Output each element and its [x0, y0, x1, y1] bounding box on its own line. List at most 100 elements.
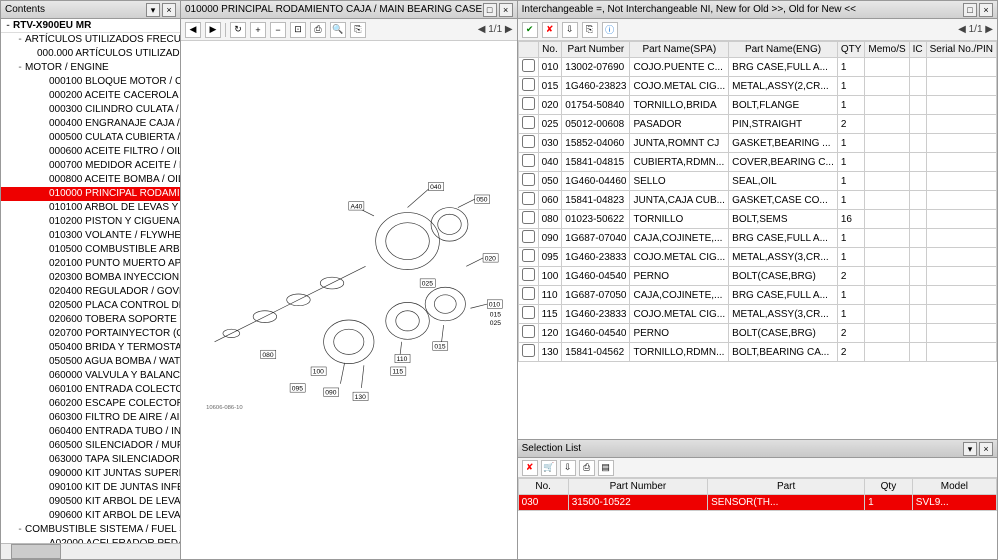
row-check[interactable] [522, 230, 535, 243]
info-btn[interactable]: ⓘ [602, 22, 618, 38]
tree-item[interactable]: 000200 ACEITE CACEROLA / OIL PAN [1, 89, 180, 103]
zoom-in-btn[interactable]: + [250, 22, 266, 38]
print-btn[interactable]: ⎙ [310, 22, 326, 38]
parts-col-3[interactable]: Part Name(SPA) [630, 42, 729, 58]
parts-row[interactable]: 0151G460-23823COJO.METAL CIG...METAL,ASS… [518, 77, 996, 96]
tree-item[interactable]: 000500 CULATA CUBIERTA / HEAD COVE [1, 131, 180, 145]
tree-item[interactable]: 050500 AGUA BOMBA / WATER PUMP [1, 355, 180, 369]
tree-item[interactable]: 060000 VALVULA Y BALANCIN BRAZO / V [1, 369, 180, 383]
tree-item[interactable]: -COMBUSTIBLE SISTEMA / FUEL SYSTEM [1, 523, 180, 537]
tree-item[interactable]: -ARTÍCULOS UTILIZADOS FRECUENTEMENTE [1, 33, 180, 47]
sel-row[interactable]: 03031500-10522SENSOR(TH...1SVL9... [518, 495, 996, 511]
tree-item[interactable]: 090500 KIT ARBOL DE LEVAS 1 [OPCION [1, 495, 180, 509]
row-check[interactable] [522, 154, 535, 167]
sel-col-2[interactable]: Part [708, 479, 865, 495]
parts-row[interactable]: 06015841-04823JUNTA,CAJA CUB...GASKET,CA… [518, 191, 996, 210]
row-check[interactable] [522, 59, 535, 72]
tree-item[interactable]: 060100 ENTRADA COLECTOR / INLET M [1, 383, 180, 397]
minimize-btn[interactable]: □ [483, 3, 497, 17]
parts-row[interactable]: 02001754-50840TORNILLO,BRIDABOLT,FLANGE1 [518, 96, 996, 115]
tree-item[interactable]: -MOTOR / ENGINE [1, 61, 180, 75]
tree-item[interactable]: 090100 KIT DE JUNTAS INFERIOR / LOW [1, 481, 180, 495]
sel-export-btn[interactable]: ⇩ [560, 460, 576, 476]
parts-row[interactable]: 13015841-04562TORNILLO,RDMN...BOLT,BEARI… [518, 343, 996, 362]
h-scrollbar[interactable] [1, 543, 180, 559]
parts-col-8[interactable]: Serial No./PIN [926, 42, 996, 58]
row-check[interactable] [522, 135, 535, 148]
parts-row[interactable]: 03015852-04060JUNTA,ROMNT CJGASKET,BEARI… [518, 134, 996, 153]
parts-col-1[interactable]: No. [538, 42, 562, 58]
sel-pin-btn[interactable]: ▾ [963, 442, 977, 456]
parts-row[interactable]: 1151G460-23833COJO.METAL CIG...METAL,ASS… [518, 305, 996, 324]
row-check[interactable] [522, 192, 535, 205]
close-diagram-btn[interactable]: × [499, 3, 513, 17]
row-check[interactable] [522, 97, 535, 110]
row-check[interactable] [522, 249, 535, 262]
tree-item[interactable]: 010200 PISTON Y CIGUENAL / PISTON A [1, 215, 180, 229]
parts-row[interactable]: 0501G460-04460SELLOSEAL,OIL1 [518, 172, 996, 191]
tree-item[interactable]: 010300 VOLANTE / FLYWHEEL [1, 229, 180, 243]
minimize-parts-btn[interactable]: □ [963, 3, 977, 17]
parts-col-6[interactable]: Memo/S [865, 42, 909, 58]
tree-item[interactable]: 090600 KIT ARBOL DE LEVAS 2 [OPCION [1, 509, 180, 523]
fit-btn[interactable]: ⊡ [290, 22, 306, 38]
row-check[interactable] [522, 211, 535, 224]
tree-item[interactable]: 060400 ENTRADA TUBO / INLET PIPE [1, 425, 180, 439]
parts-col-7[interactable]: IC [909, 42, 926, 58]
sel-col-1[interactable]: Part Number [568, 479, 707, 495]
parts-row[interactable]: 04015841-04815CUBIERTA,RDMN...COVER,BEAR… [518, 153, 996, 172]
tree-item[interactable]: 050400 BRIDA Y TERMOSTATO / W [1, 341, 180, 355]
nav-back-btn[interactable]: ◀ [185, 22, 201, 38]
sel-add-btn[interactable]: ▤ [598, 460, 614, 476]
check-btn[interactable]: ✔ [522, 22, 538, 38]
sel-col-3[interactable]: Qty [865, 479, 913, 495]
copy-parts-btn[interactable]: ⎘ [582, 22, 598, 38]
row-check[interactable] [522, 287, 535, 300]
parts-row[interactable]: 01013002-07690COJO.PUENTE C...BRG CASE,F… [518, 58, 996, 77]
tree-item[interactable]: 060300 FILTRO DE AIRE / AIR CLEANER [1, 411, 180, 425]
clear-btn[interactable]: ✘ [542, 22, 558, 38]
row-check[interactable] [522, 268, 535, 281]
tree-item[interactable]: 020500 PLACA CONTROL DE VELOCIDAD [1, 299, 180, 313]
parts-row[interactable]: 1001G460-04540PERNOBOLT(CASE,BRG)2 [518, 267, 996, 286]
tree-item[interactable]: 020300 BOMBA INYECCION / INJECTION [1, 271, 180, 285]
row-check[interactable] [522, 78, 535, 91]
tree-item[interactable]: 000600 ACEITE FILTRO / OIL FILTER [1, 145, 180, 159]
sel-close-btn[interactable]: × [979, 442, 993, 456]
parts-col-4[interactable]: Part Name(ENG) [729, 42, 838, 58]
tree-item[interactable]: 000100 BLOQUE MOTOR / CRANKCASE [1, 75, 180, 89]
parts-col-2[interactable]: Part Number [562, 42, 630, 58]
row-check[interactable] [522, 325, 535, 338]
sel-print-btn[interactable]: ⎙ [579, 460, 595, 476]
sel-col-4[interactable]: Model [912, 479, 996, 495]
close-parts-btn[interactable]: × [979, 3, 993, 17]
model-row[interactable]: -RTV-X900EU MR [1, 19, 180, 33]
search-icon[interactable]: 🔍 [330, 22, 346, 38]
parts-col-0[interactable] [518, 42, 538, 58]
refresh-btn[interactable]: ↻ [230, 22, 246, 38]
tree-item[interactable]: 090000 KIT JUNTAS SUPERIOR / UPPER [1, 467, 180, 481]
nav-fwd-btn[interactable]: ▶ [205, 22, 221, 38]
tree-item[interactable]: 000800 ACEITE BOMBA / OIL PUMP [1, 173, 180, 187]
parts-row[interactable]: 0951G460-23833COJO.METAL CIG...METAL,ASS… [518, 248, 996, 267]
sel-col-0[interactable]: No. [518, 479, 568, 495]
tree-item[interactable]: 063000 TAPA SILENCIADOR / MUFFLER C [1, 453, 180, 467]
parts-row[interactable]: 1201G460-04540PERNOBOLT(CASE,BRG)2 [518, 324, 996, 343]
sel-delete-btn[interactable]: ✘ [522, 460, 538, 476]
tree-item[interactable]: 010500 COMBUSTIBLE ARBOL DE LEVAS [1, 243, 180, 257]
tree-item[interactable]: 000300 CILINDRO CULATA / CYLINDER H [1, 103, 180, 117]
tree-item[interactable]: 060200 ESCAPE COLECTOR / EXHAUST [1, 397, 180, 411]
close-btn[interactable]: × [162, 3, 176, 17]
sel-cart-btn[interactable]: 🛒 [541, 460, 557, 476]
parts-row[interactable]: 1101G687-07050CAJA,COJINETE,...BRG CASE,… [518, 286, 996, 305]
tree-item[interactable]: 020100 PUNTO MUERTO APARATO / IDL [1, 257, 180, 271]
row-check[interactable] [522, 173, 535, 186]
row-check[interactable] [522, 116, 535, 129]
tree-item[interactable]: 000400 ENGRANAJE CAJA / GEAR CASE [1, 117, 180, 131]
parts-col-5[interactable]: QTY [837, 42, 865, 58]
tree-item[interactable]: 010100 ARBOL DE LEVAS Y PUNTO MUE [1, 201, 180, 215]
row-check[interactable] [522, 344, 535, 357]
tree-item[interactable]: 000700 MEDIDOR ACEITE / DIPSTICK [1, 159, 180, 173]
diagram-view[interactable]: A40 050 040 020 010 015 025 025 015 115 … [181, 41, 517, 559]
zoom-out-btn[interactable]: − [270, 22, 286, 38]
